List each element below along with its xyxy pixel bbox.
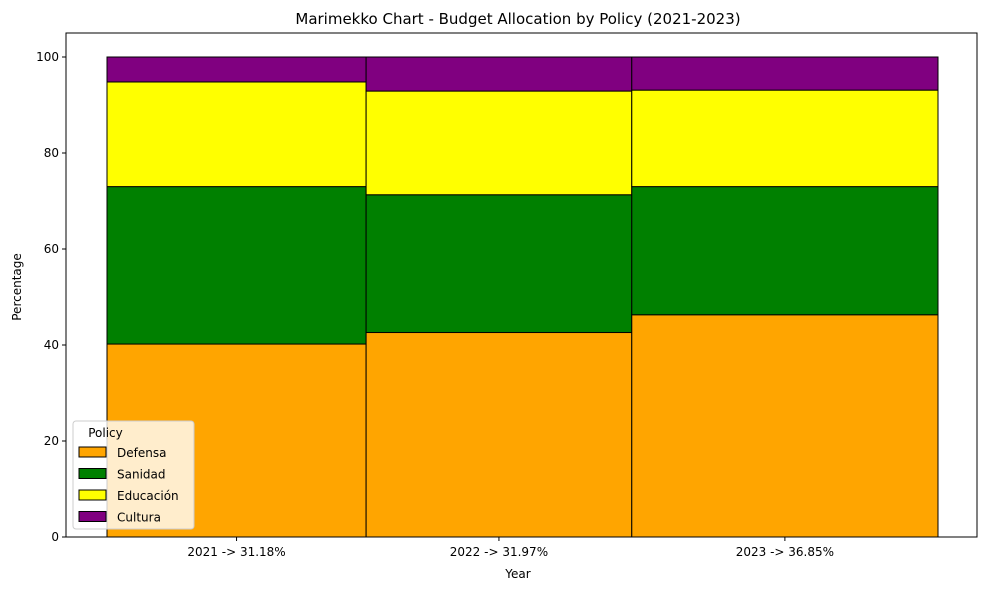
legend-swatch-educación — [78, 489, 107, 501]
x-tick-label: 2021 -> 31.18% — [187, 545, 285, 559]
legend-swatch-defensa — [78, 446, 107, 458]
bar-segment-defensa-2 — [365, 332, 633, 538]
y-axis-label: Percentage — [10, 253, 24, 321]
bar-segment-educación-2 — [365, 90, 633, 196]
bar-segment-cultura-1 — [106, 56, 367, 83]
y-tick-label: 40 — [44, 338, 59, 352]
bar-segment-defensa-3 — [631, 314, 939, 538]
legend-swatch-cultura — [78, 511, 107, 522]
x-tick-label: 2023 -> 36.85% — [736, 545, 834, 559]
legend-entry: Sanidad — [117, 468, 166, 482]
bar-segment-educación-1 — [106, 81, 367, 188]
plot-area: 2021 -> 31.18% 2022 -> 31.97% 2023 -> 36.8… — [36, 32, 978, 559]
y-tick-label: 80 — [44, 146, 59, 160]
bar-segment-educación-3 — [631, 89, 939, 188]
axes-frame — [65, 32, 978, 538]
x-axis-label: Year — [504, 567, 530, 581]
legend-entry: Cultura — [117, 511, 161, 525]
bar-segment-sanidad-3 — [631, 186, 939, 316]
y-tick-label: 100 — [36, 50, 59, 64]
legend: Policy Defensa Sanidad Educación Cultura — [72, 420, 195, 530]
y-tick-label: 60 — [44, 242, 59, 256]
y-tick-label: 20 — [44, 434, 59, 448]
bar-segment-cultura-2 — [365, 56, 633, 92]
legend-swatch-sanidad — [78, 468, 107, 479]
bar-segment-cultura-3 — [631, 56, 939, 91]
y-tick-label: 0 — [51, 530, 59, 544]
bar-segment-sanidad-2 — [365, 194, 633, 334]
legend-title: Policy — [88, 426, 123, 440]
x-tick-label: 2022 -> 31.97% — [450, 545, 548, 559]
bar-segment-sanidad-1 — [106, 186, 367, 345]
legend-entry: Educación — [117, 489, 179, 503]
legend-entry: Defensa — [117, 446, 166, 460]
chart-title: Marimekko Chart - Budget Allocation by P… — [295, 10, 740, 28]
